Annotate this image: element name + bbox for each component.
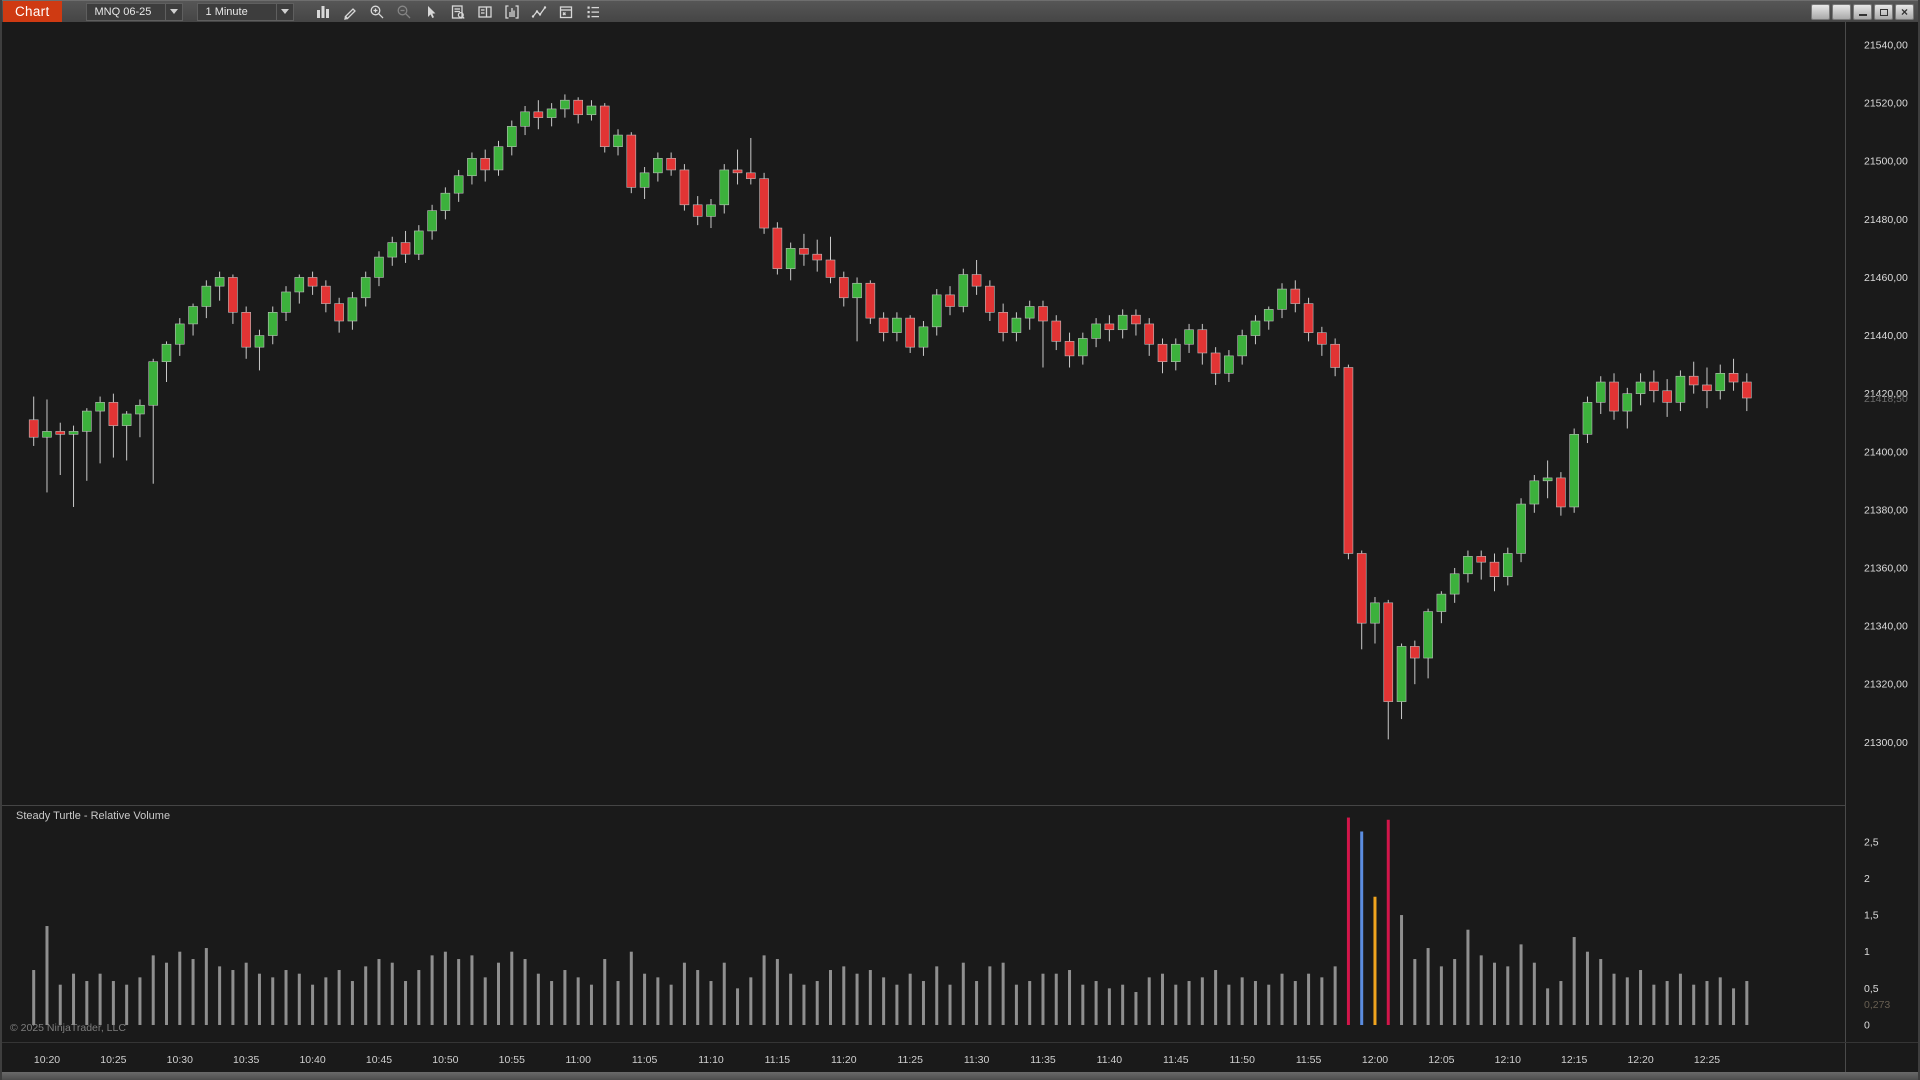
- strategies-icon[interactable]: [526, 1, 553, 23]
- properties-list-icon[interactable]: [580, 1, 607, 23]
- chart-trader-icon[interactable]: [472, 1, 499, 23]
- time-axis-divider: [2, 1042, 1918, 1043]
- window-controls: ×: [1811, 4, 1914, 20]
- chart-style-icon[interactable]: [310, 1, 337, 23]
- price-axis[interactable]: [1845, 22, 1918, 1042]
- price-panel[interactable]: [2, 22, 1845, 805]
- chevron-down-icon[interactable]: [164, 3, 182, 20]
- copyright-text: © 2025 NinjaTrader, LLC: [10, 1022, 126, 1034]
- zoom-out-icon: [391, 1, 418, 23]
- zoom-in-icon[interactable]: [364, 1, 391, 23]
- last-price-label: 21418,50: [1864, 393, 1908, 405]
- toolbar-icons: [310, 1, 607, 23]
- data-box-icon[interactable]: [445, 1, 472, 23]
- indicators-icon[interactable]: [499, 1, 526, 23]
- link-button-1[interactable]: [1811, 4, 1830, 20]
- indicator-label: Steady Turtle - Relative Volume: [16, 810, 171, 822]
- tab-chart[interactable]: Chart: [3, 1, 62, 22]
- restore-button[interactable]: [1874, 4, 1893, 20]
- instrument-value: MNQ 06-25: [94, 5, 152, 18]
- indicator-current-value: 0,273: [1864, 999, 1891, 1011]
- axis-divider: [1845, 22, 1846, 1072]
- time-axis[interactable]: [2, 1042, 1845, 1072]
- close-button[interactable]: ×: [1895, 4, 1914, 20]
- minimize-button[interactable]: [1853, 4, 1872, 20]
- interval-selector[interactable]: 1 Minute: [196, 2, 294, 21]
- window-bottom-edge: [2, 1072, 1918, 1080]
- instrument-selector[interactable]: MNQ 06-25: [85, 2, 183, 21]
- cursor-icon[interactable]: [418, 1, 445, 23]
- chevron-down-icon[interactable]: [275, 3, 293, 20]
- interval-value: 1 Minute: [205, 5, 248, 18]
- panel-divider[interactable]: [2, 805, 1845, 806]
- drawing-tools-icon[interactable]: [337, 1, 364, 23]
- toolbar: Chart MNQ 06-25 1 Minute: [2, 0, 1918, 22]
- indicator-panel[interactable]: [2, 806, 1845, 1042]
- sessions-icon[interactable]: [553, 1, 580, 23]
- link-button-2[interactable]: [1832, 4, 1851, 20]
